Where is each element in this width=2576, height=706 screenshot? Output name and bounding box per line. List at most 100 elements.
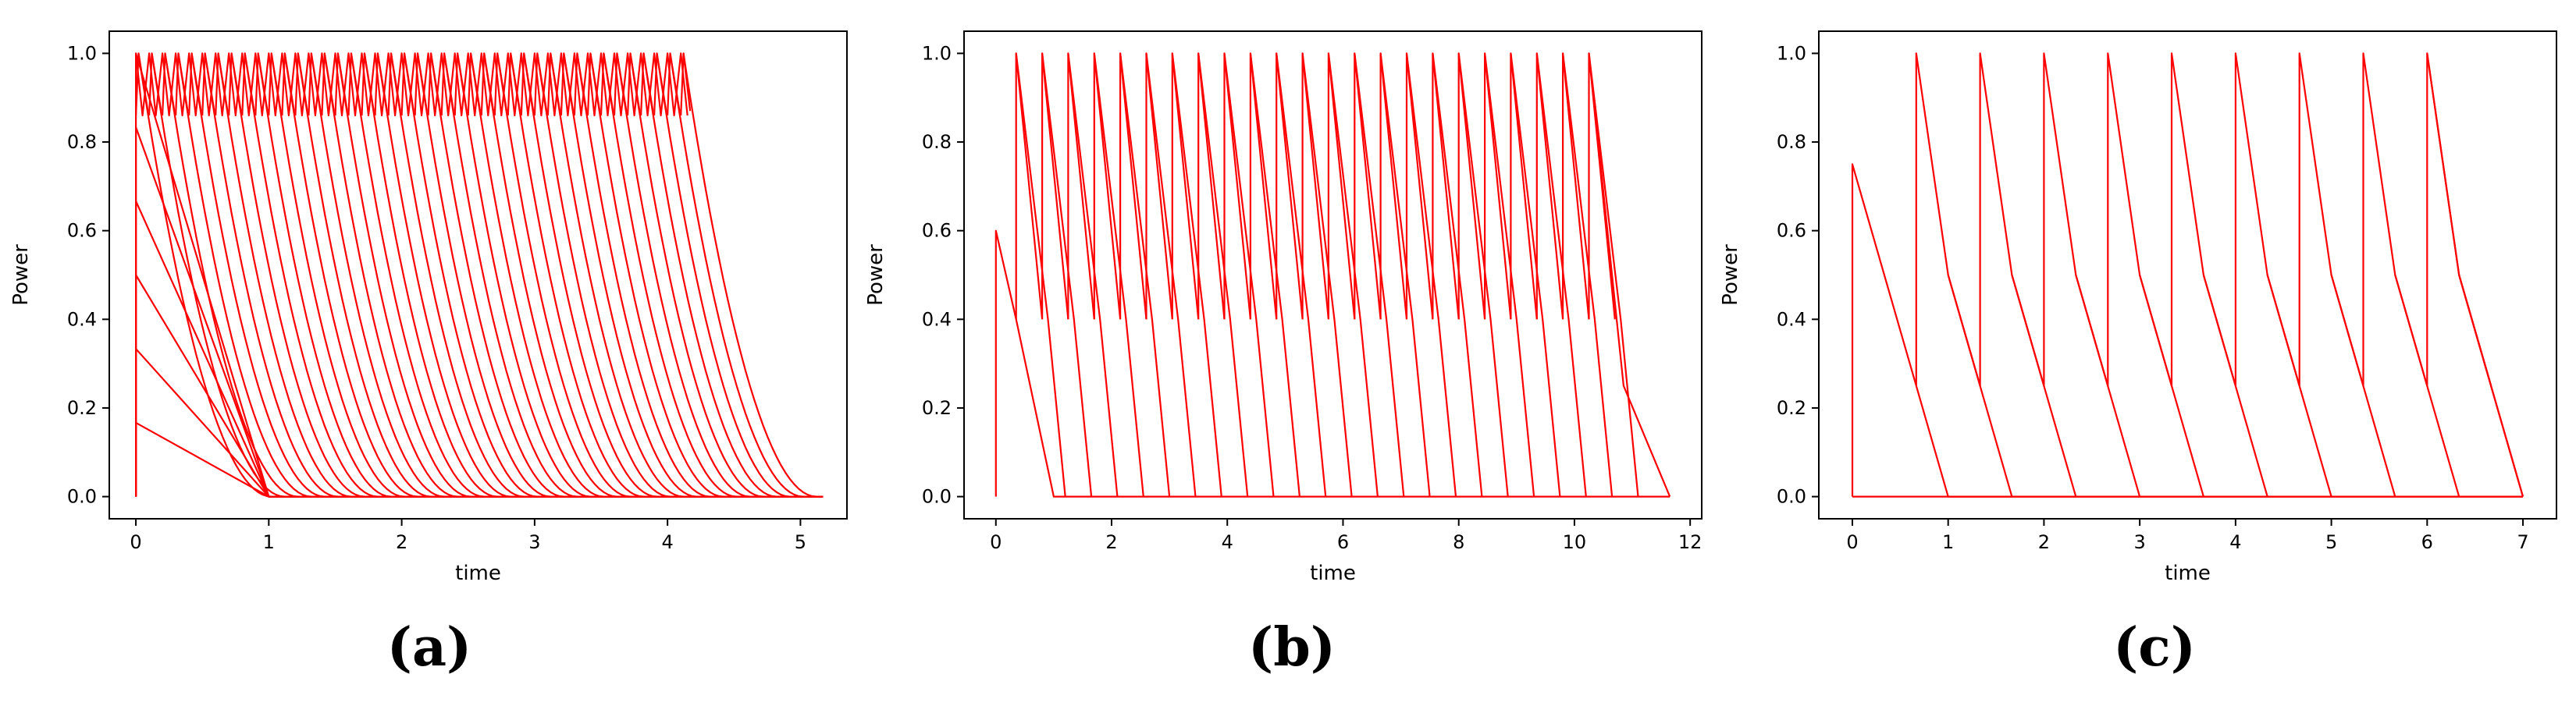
y-tick-label: 0.8 bbox=[922, 131, 952, 153]
x-tick-label: 2 bbox=[1105, 531, 1117, 553]
series-line bbox=[496, 53, 824, 498]
series-line bbox=[1327, 52, 1356, 320]
series-group bbox=[1851, 52, 2524, 498]
series-line bbox=[1197, 52, 1226, 320]
series-line bbox=[2202, 275, 2268, 497]
series-line bbox=[1119, 52, 1147, 320]
series-line bbox=[1119, 53, 1171, 497]
series-group bbox=[135, 52, 824, 498]
series-line bbox=[1354, 52, 1382, 320]
series-line bbox=[177, 53, 824, 498]
series-line bbox=[1405, 53, 1457, 497]
series-line bbox=[1171, 53, 1222, 497]
y-tick-label: 0.4 bbox=[67, 308, 97, 330]
series-line bbox=[323, 53, 824, 498]
series-line bbox=[1947, 275, 2013, 497]
series-line bbox=[1015, 52, 1044, 320]
series-line bbox=[1562, 52, 1590, 320]
series-line bbox=[443, 53, 824, 498]
x-tick-label: 12 bbox=[1678, 531, 1703, 553]
series-line bbox=[190, 53, 824, 498]
series-line bbox=[1915, 52, 1981, 386]
series-line bbox=[430, 53, 824, 498]
series-line bbox=[135, 52, 688, 117]
plot-frame bbox=[963, 30, 1703, 520]
series-line bbox=[629, 53, 824, 498]
series-line bbox=[682, 53, 824, 498]
series-line bbox=[2266, 275, 2332, 497]
x-tick-label: 1 bbox=[1942, 531, 1954, 553]
series-line bbox=[1276, 52, 1304, 320]
series-line bbox=[510, 53, 824, 498]
series-line bbox=[2426, 52, 2492, 386]
series-line bbox=[1979, 52, 2045, 386]
y-tick-label: 0.0 bbox=[922, 486, 952, 508]
series-line bbox=[642, 53, 824, 498]
chart-panel-c: 0 1 2 3 4 5 6 7 0.0 0.2 0.4 0.6 0.8 1.0 time Power bbox=[1719, 30, 2557, 585]
series-line bbox=[151, 53, 824, 498]
series-line bbox=[994, 229, 1670, 498]
series-line bbox=[2362, 52, 2428, 386]
series-line bbox=[1171, 52, 1200, 320]
series-line bbox=[2170, 52, 2236, 386]
x-tick-label: 2 bbox=[2038, 531, 2050, 553]
y-axis-label: Power bbox=[9, 244, 33, 306]
panel-caption-c: (c) bbox=[2113, 616, 2196, 679]
series-line bbox=[217, 53, 824, 498]
series-line bbox=[1405, 52, 1434, 320]
series-line bbox=[1354, 53, 1405, 497]
series-line bbox=[403, 53, 824, 498]
x-tick-label: 4 bbox=[661, 531, 673, 553]
series-line bbox=[2298, 52, 2364, 386]
plot-frame bbox=[109, 30, 848, 520]
series-line bbox=[350, 53, 824, 498]
x-tick-label: 1 bbox=[263, 531, 275, 553]
y-tick-label: 0.4 bbox=[922, 308, 952, 330]
series-line bbox=[1535, 52, 1564, 320]
series-line bbox=[1327, 53, 1379, 497]
series-line bbox=[297, 53, 824, 498]
y-tick-label: 0.6 bbox=[67, 220, 97, 242]
x-tick-label: 8 bbox=[1453, 531, 1464, 553]
series-line bbox=[135, 200, 824, 498]
series-line bbox=[1562, 53, 1614, 497]
series-line bbox=[1535, 53, 1587, 497]
series-line bbox=[2394, 275, 2460, 497]
series-line bbox=[416, 53, 824, 498]
x-tick-label: 0 bbox=[990, 531, 1002, 553]
series-line bbox=[1432, 52, 1460, 320]
series-line bbox=[1041, 53, 1093, 497]
y-tick-label: 1.0 bbox=[67, 42, 97, 64]
series-line bbox=[1457, 53, 1509, 497]
x-tick-label: 3 bbox=[2133, 531, 2145, 553]
series-line bbox=[2234, 52, 2300, 386]
series-line bbox=[523, 53, 824, 498]
y-tick-label: 0.0 bbox=[67, 486, 97, 508]
x-tick-label: 5 bbox=[795, 531, 806, 553]
series-line bbox=[270, 53, 824, 498]
series-line bbox=[2011, 275, 2077, 497]
series-line bbox=[1851, 163, 2523, 498]
series-line bbox=[616, 53, 824, 498]
series-line bbox=[603, 53, 824, 498]
x-tick-label: 7 bbox=[2517, 531, 2528, 553]
x-axis-label: time bbox=[455, 562, 501, 585]
series-line bbox=[1510, 53, 1561, 497]
y-tick-label: 0.2 bbox=[1777, 397, 1806, 419]
series-line bbox=[1484, 52, 1512, 320]
y-tick-label: 0.2 bbox=[922, 397, 952, 419]
series-line bbox=[563, 53, 824, 498]
y-axis-label: Power bbox=[1719, 244, 1742, 306]
series-line bbox=[1197, 53, 1249, 497]
series-line bbox=[1145, 52, 1173, 320]
series-line bbox=[1145, 53, 1197, 497]
x-tick-label: 0 bbox=[1846, 531, 1858, 553]
x-tick-label: 5 bbox=[2325, 531, 2337, 553]
series-line bbox=[2043, 52, 2109, 386]
series-line bbox=[230, 53, 824, 498]
series-line bbox=[576, 53, 824, 498]
y-tick-label: 1.0 bbox=[922, 42, 952, 64]
series-line bbox=[589, 53, 824, 498]
series-line bbox=[1588, 53, 1639, 497]
series-line bbox=[310, 53, 824, 498]
